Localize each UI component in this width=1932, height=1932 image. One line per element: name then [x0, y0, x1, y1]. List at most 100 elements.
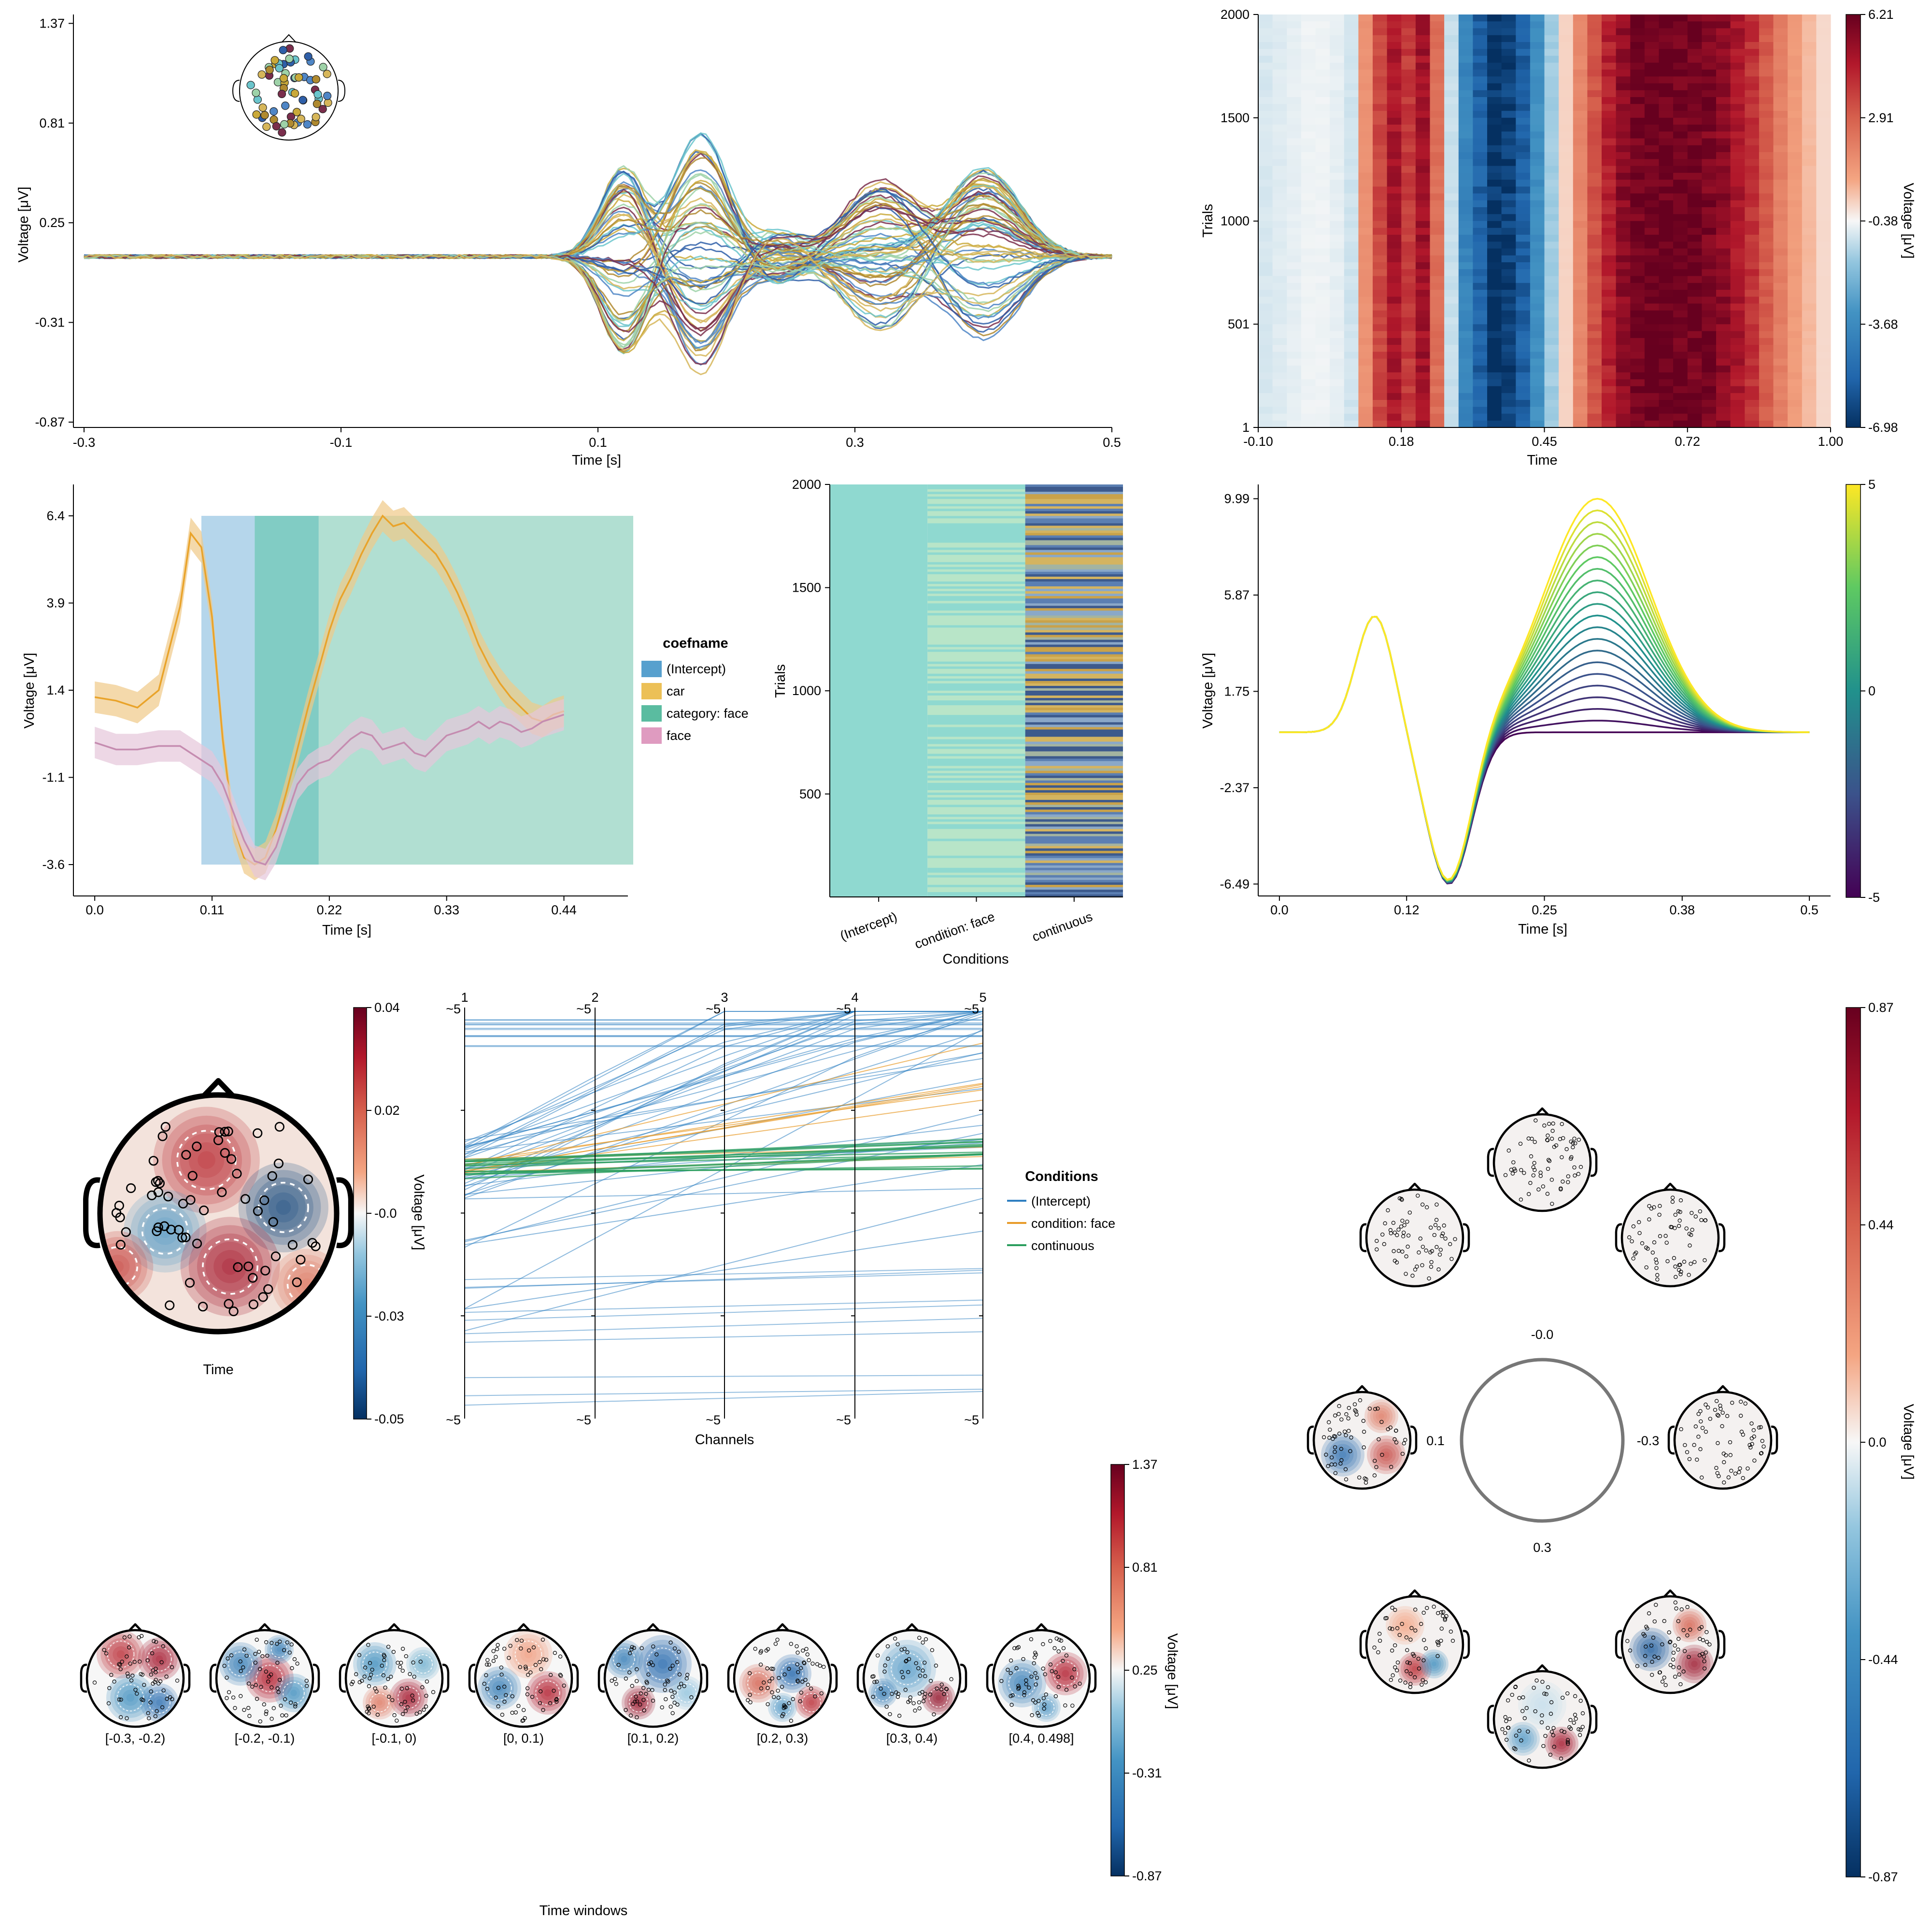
erpimage-cell	[1287, 297, 1302, 304]
erpimage-cell	[1802, 407, 1817, 414]
erpimage-cell	[1730, 324, 1745, 332]
erpimage-cell	[1444, 221, 1459, 228]
erpimage-cell	[1687, 227, 1702, 235]
topo-blob	[617, 1652, 631, 1666]
erpimage-cell	[1301, 262, 1316, 270]
topo-electrode	[1562, 1730, 1566, 1734]
dm-continuous-cell	[1025, 656, 1123, 660]
erpimage-cell	[1401, 393, 1416, 400]
topo-electrode	[815, 1662, 820, 1666]
erpimage-cell	[1287, 352, 1302, 359]
topo-head-outline	[97, 1092, 340, 1335]
topo-electrode	[1564, 1147, 1569, 1151]
topo-electrode	[1650, 1673, 1654, 1677]
erpimage-cell	[1387, 56, 1402, 63]
dm-continuous-cell	[1025, 895, 1123, 897]
erpimage-cell	[1315, 28, 1330, 36]
dm-continuous-cell	[1025, 618, 1123, 621]
erpimage-cell	[1745, 393, 1760, 400]
erpimage-cell	[1315, 407, 1330, 414]
erpimage-cell	[1401, 117, 1416, 125]
topo-blob	[1681, 1651, 1707, 1677]
erpimage-cell	[1373, 35, 1388, 43]
topo-electrode	[1364, 1480, 1368, 1485]
topo-electrode	[905, 1650, 909, 1654]
erpimage-cell	[1444, 324, 1459, 332]
erpimage-cell	[1659, 393, 1674, 400]
topo-electrode	[1363, 1476, 1367, 1481]
erpimage-cell	[1544, 290, 1559, 297]
erpimage-cell	[1602, 56, 1617, 63]
dm-condition-cell	[927, 487, 1026, 490]
erpimage-cell	[1544, 145, 1559, 153]
inset-electrode	[277, 89, 286, 99]
topo-blob	[1037, 1698, 1056, 1717]
topo-blob	[1377, 1445, 1396, 1464]
erpimage-cell	[1659, 358, 1674, 366]
erpimage-cell	[1258, 420, 1273, 428]
topo-electrode	[809, 1687, 813, 1691]
erpimage-cell	[1616, 248, 1631, 256]
butterfly-y-tick-label: -0.31	[35, 315, 65, 330]
erpimage-cell	[1773, 262, 1788, 270]
topo-electrode	[1388, 1425, 1392, 1430]
erpimage-cell	[1330, 35, 1345, 43]
panel-erp-coefficients: 0.0 0.11 0.22 0.33 0.44-3.6-1.11.43.96.4 Tim…	[22, 484, 749, 938]
topo-electrode	[1532, 1161, 1536, 1165]
erpimage-cell	[1730, 180, 1745, 187]
topo-electrode	[165, 1697, 169, 1701]
erpimage-cell	[1501, 49, 1516, 57]
topo-ear-right	[313, 1663, 320, 1693]
topo-electrode	[646, 1688, 651, 1692]
erpimage-cell	[1330, 76, 1345, 84]
erpimage-cell	[1415, 117, 1431, 125]
topo-electrode	[508, 1644, 512, 1648]
parallel-line	[464, 1269, 983, 1289]
continuous-y-label: Voltage [μV]	[1200, 653, 1216, 729]
erpimage-cell	[1373, 214, 1388, 222]
erpimage-cell	[1387, 290, 1402, 297]
erpimage-cell	[1788, 186, 1803, 194]
erpimage-cell	[1759, 317, 1774, 325]
topo-electrode	[1671, 1657, 1676, 1662]
topo-blob	[1032, 1693, 1061, 1722]
erpimage-cell	[1344, 104, 1359, 112]
topo-electrode	[1056, 1685, 1061, 1689]
topo-electrode	[882, 1691, 886, 1696]
erpimage-cell	[1330, 214, 1345, 222]
erpimage-cell	[1559, 420, 1574, 428]
erpimage-cell	[1644, 276, 1660, 284]
erpimage-cell	[1315, 255, 1330, 263]
erpimage-cell	[1330, 255, 1345, 263]
erpimage-cell	[1458, 400, 1473, 407]
erpimage-cell	[1358, 56, 1373, 63]
erpimage-cell	[1301, 131, 1316, 139]
erpimage-cell	[1487, 221, 1502, 228]
topo-electrode	[496, 1704, 500, 1708]
topo-blob	[643, 1645, 682, 1683]
dm-condition-cell	[927, 768, 1026, 771]
erpimage-cell	[1559, 297, 1574, 304]
erpimage-cell	[1616, 269, 1631, 277]
erpimage-colorbar-tick-label: -6.98	[1868, 420, 1898, 435]
topo-electrode	[1449, 1629, 1453, 1634]
erpimage-cell	[1415, 420, 1431, 428]
erpimage-cell	[1344, 324, 1359, 332]
erpimage-cell	[1415, 386, 1431, 394]
topo-blob	[237, 1660, 244, 1668]
erpimage-cell	[1415, 14, 1431, 22]
erpimage-cell	[1530, 28, 1545, 36]
erpimage-cell	[1730, 248, 1745, 256]
erpimage-cell	[1501, 131, 1516, 139]
topo-nose	[776, 1623, 789, 1632]
erpimage-cell	[1630, 42, 1645, 49]
erpimage-cell	[1616, 358, 1631, 366]
topo-blob	[1534, 1697, 1550, 1713]
topo-blob	[1556, 1738, 1567, 1749]
erpimage-cell	[1759, 386, 1774, 394]
erpimage-cell	[1587, 297, 1602, 304]
circular-label-right: -0.3	[1637, 1434, 1660, 1448]
erpimage-cell	[1458, 365, 1473, 373]
erpimage-cell	[1773, 393, 1788, 400]
topo-electrode	[1417, 1666, 1421, 1671]
